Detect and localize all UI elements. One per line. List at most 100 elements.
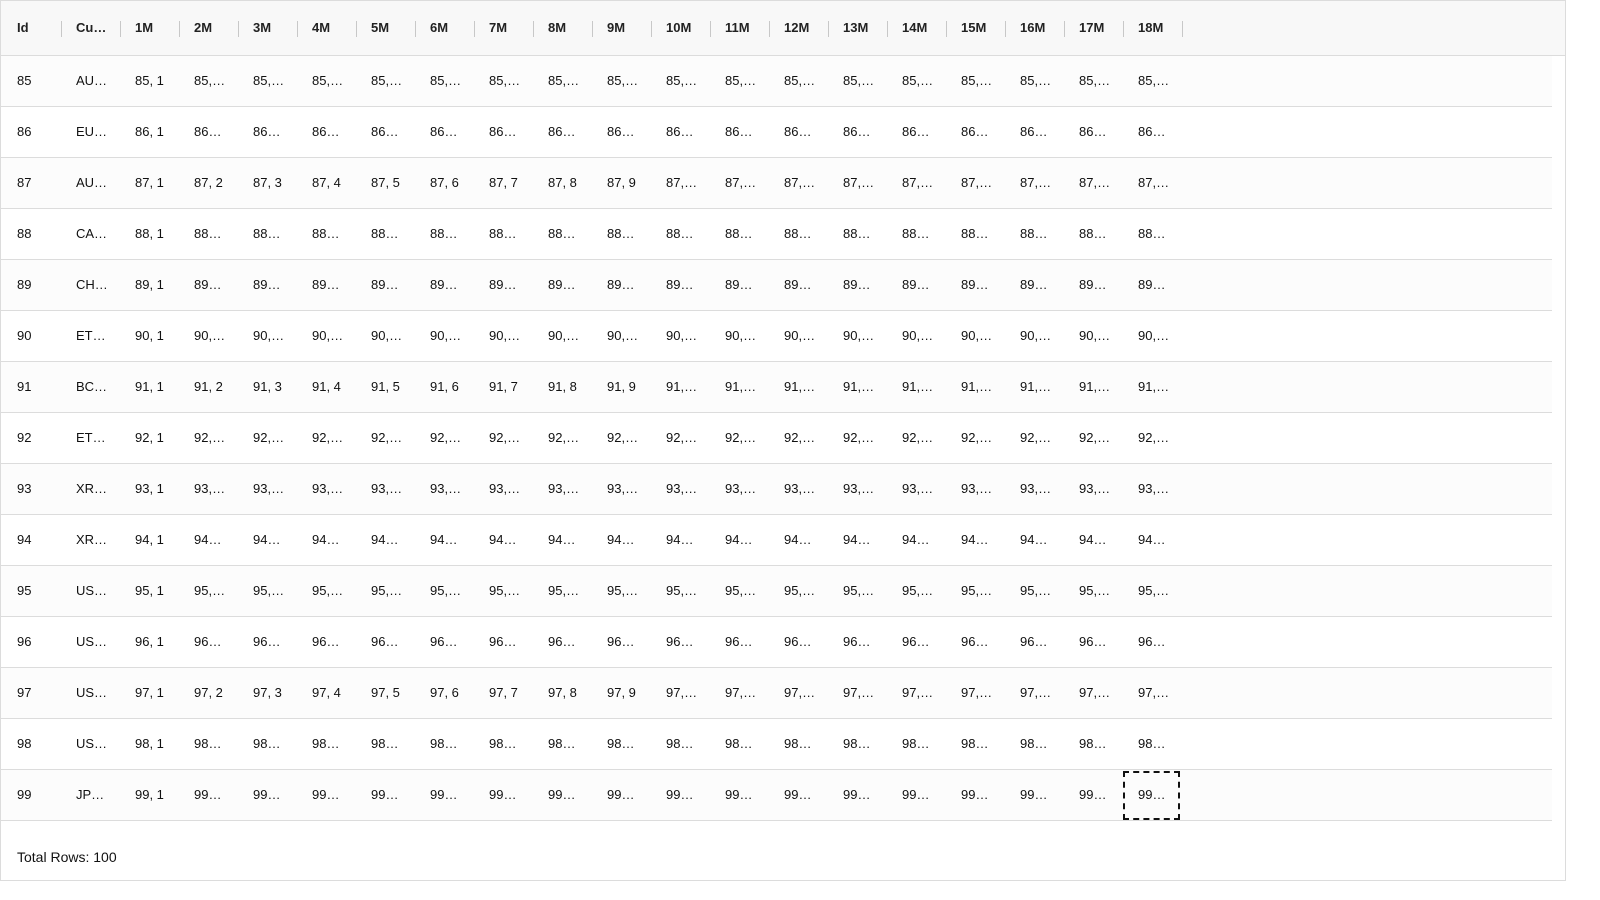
grid-cell[interactable]: 88… [430, 226, 458, 241]
grid-cell[interactable]: 93,… [666, 481, 698, 496]
grid-cell[interactable]: 85,… [725, 73, 757, 88]
grid-cell[interactable]: 96, 1 [135, 634, 164, 649]
grid-cell[interactable]: 87, 5 [371, 175, 400, 190]
grid-cell[interactable]: 93,… [1079, 481, 1111, 496]
grid-cell[interactable]: 95,… [371, 583, 403, 598]
grid-cell[interactable]: US… [76, 634, 108, 649]
grid-cell[interactable]: 85,… [784, 73, 816, 88]
grid-cell[interactable]: 90,… [1020, 328, 1052, 343]
grid-cell[interactable]: 98 [17, 736, 32, 751]
grid-cell[interactable]: 85,… [902, 73, 934, 88]
grid-cell[interactable]: 97,… [902, 685, 934, 700]
grid-cell[interactable]: 96… [1020, 634, 1048, 649]
grid-cell[interactable]: 87,… [1138, 175, 1170, 190]
grid-cell[interactable]: 91, 7 [489, 379, 518, 394]
grid-cell[interactable]: 96… [784, 634, 812, 649]
column-header[interactable]: Cu… [76, 20, 107, 35]
grid-cell[interactable]: 91,… [843, 379, 875, 394]
grid-cell[interactable]: 86… [489, 124, 517, 139]
grid-cell[interactable]: 99… [902, 787, 930, 802]
grid-cell[interactable]: 93,… [194, 481, 226, 496]
grid-cell[interactable]: 88… [1020, 226, 1048, 241]
grid-cell[interactable]: 98… [253, 736, 281, 751]
grid-cell[interactable]: 87 [17, 175, 32, 190]
grid-cell[interactable]: 91, 2 [194, 379, 223, 394]
grid-cell[interactable]: 98… [961, 736, 989, 751]
grid-cell[interactable]: ET… [76, 430, 106, 445]
grid-cell[interactable]: 98… [784, 736, 812, 751]
grid-cell[interactable]: US… [76, 583, 108, 598]
grid-cell[interactable]: 90,… [194, 328, 226, 343]
grid-cell[interactable]: 99… [548, 787, 576, 802]
grid-cell[interactable]: 96… [666, 634, 694, 649]
grid-cell[interactable]: 87, 2 [194, 175, 223, 190]
grid-cell[interactable]: 99… [1020, 787, 1048, 802]
column-header[interactable]: Id [17, 20, 29, 35]
grid-cell[interactable]: 98… [843, 736, 871, 751]
grid-cell[interactable]: 94… [666, 532, 694, 547]
grid-cell[interactable]: 92,… [371, 430, 403, 445]
grid-cell[interactable]: 88… [194, 226, 222, 241]
grid-cell[interactable]: 95, 1 [135, 583, 164, 598]
grid-cell[interactable]: 86… [430, 124, 458, 139]
grid-cell[interactable]: 88… [961, 226, 989, 241]
grid-cell[interactable]: 96… [489, 634, 517, 649]
grid-cell[interactable]: 87, 9 [607, 175, 636, 190]
grid-cell[interactable]: 94… [489, 532, 517, 547]
grid-cell[interactable]: 97, 2 [194, 685, 223, 700]
grid-cell[interactable]: 92,… [902, 430, 934, 445]
grid-cell[interactable]: 93,… [371, 481, 403, 496]
grid-cell[interactable]: 85,… [489, 73, 521, 88]
grid-cell[interactable]: 87,… [784, 175, 816, 190]
grid-cell[interactable]: 92,… [1138, 430, 1170, 445]
grid-cell[interactable]: 93 [17, 481, 32, 496]
grid-cell[interactable]: 85,… [666, 73, 698, 88]
grid-cell[interactable]: 96… [371, 634, 399, 649]
grid-cell[interactable]: 94… [961, 532, 989, 547]
grid-cell[interactable]: 92,… [1079, 430, 1111, 445]
grid-cell[interactable]: 90,… [902, 328, 934, 343]
grid-cell[interactable]: XR… [76, 532, 108, 547]
grid-cell[interactable]: 94… [548, 532, 576, 547]
grid-cell[interactable]: 90, 1 [135, 328, 164, 343]
grid-cell[interactable]: 91 [17, 379, 32, 394]
grid-cell[interactable]: 94… [1020, 532, 1048, 547]
column-header[interactable]: 16M [1020, 20, 1046, 35]
grid-cell[interactable]: 92,… [489, 430, 521, 445]
grid-cell[interactable]: 88… [843, 226, 871, 241]
grid-cell[interactable]: 85,… [607, 73, 639, 88]
grid-cell[interactable]: 86, 1 [135, 124, 164, 139]
grid-cell[interactable]: 90,… [489, 328, 521, 343]
grid-cell[interactable]: 92,… [194, 430, 226, 445]
grid-cell[interactable]: 99… [253, 787, 281, 802]
grid-cell[interactable]: 98… [194, 736, 222, 751]
grid-cell[interactable]: 95,… [312, 583, 344, 598]
grid-cell[interactable]: 86… [548, 124, 576, 139]
grid-cell[interactable]: 86… [371, 124, 399, 139]
grid-cell[interactable]: 96 [17, 634, 32, 649]
column-header[interactable]: 15M [961, 20, 987, 35]
grid-cell[interactable]: 85,… [194, 73, 226, 88]
grid-cell[interactable]: 87,… [1020, 175, 1052, 190]
grid-cell[interactable]: 96… [194, 634, 222, 649]
grid-cell[interactable]: 97,… [725, 685, 757, 700]
grid-cell[interactable]: 92,… [843, 430, 875, 445]
grid-cell[interactable]: 95,… [1079, 583, 1111, 598]
column-header[interactable]: 12M [784, 20, 810, 35]
grid-cell[interactable]: 97,… [843, 685, 875, 700]
grid-cell[interactable]: 95,… [430, 583, 462, 598]
grid-cell[interactable]: 99… [607, 787, 635, 802]
grid-cell[interactable]: 93,… [843, 481, 875, 496]
grid-cell[interactable]: 96… [725, 634, 753, 649]
grid-cell[interactable]: 89… [843, 277, 871, 292]
grid-cell[interactable]: 86… [1020, 124, 1048, 139]
grid-cell[interactable]: 99, 1 [135, 787, 164, 802]
grid-cell[interactable]: 92,… [725, 430, 757, 445]
grid-cell[interactable]: 90,… [430, 328, 462, 343]
grid-cell[interactable]: 86… [607, 124, 635, 139]
grid-cell[interactable]: 86… [902, 124, 930, 139]
grid-cell[interactable]: 96… [902, 634, 930, 649]
grid-cell[interactable]: 99… [430, 787, 458, 802]
grid-cell[interactable]: 87,… [725, 175, 757, 190]
grid-cell[interactable]: 85,… [961, 73, 993, 88]
